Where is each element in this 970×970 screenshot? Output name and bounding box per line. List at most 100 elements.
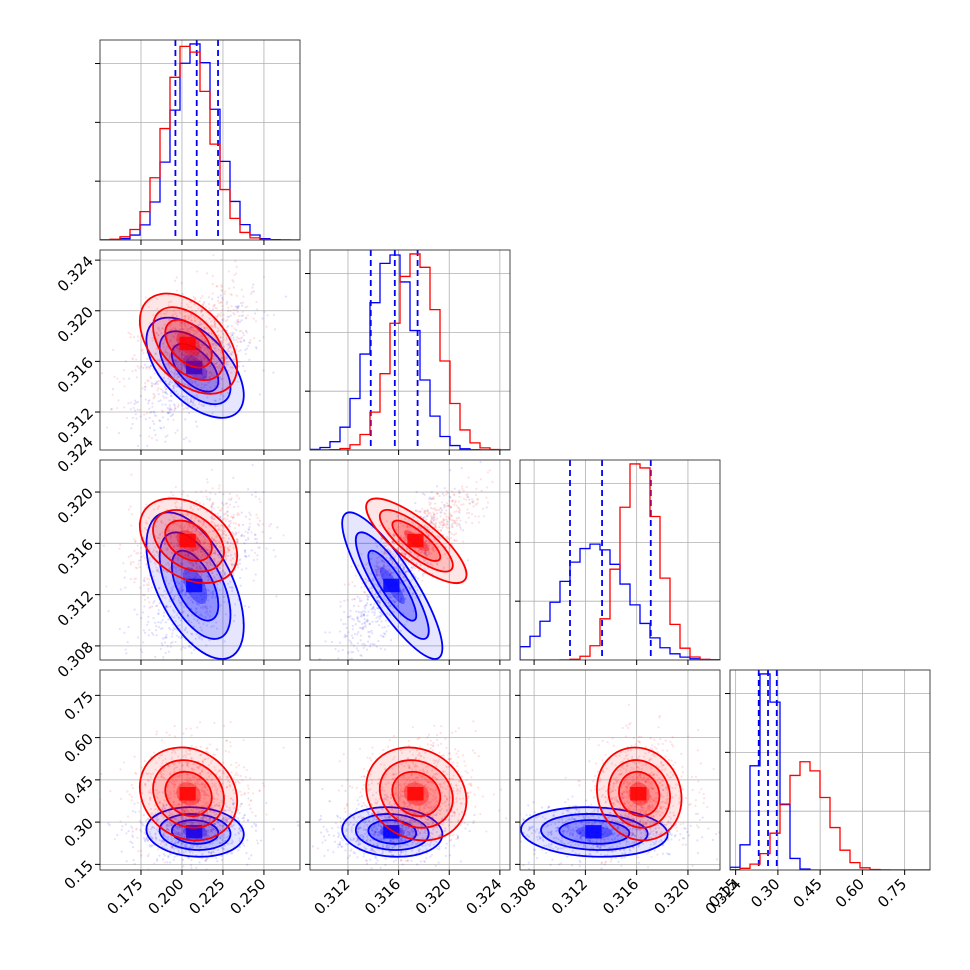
contour-line	[145, 806, 245, 858]
histogram-step	[310, 254, 510, 450]
contour-line	[170, 819, 220, 845]
contour-line	[164, 770, 213, 818]
contour-line	[391, 519, 442, 562]
contour-line	[367, 819, 418, 845]
panel-2-2	[515, 459, 721, 665]
y-tick-label: 0.320	[54, 484, 97, 527]
x-tick-label: 0.308	[497, 875, 540, 918]
density-peak	[630, 787, 647, 801]
panel-frame	[99, 39, 301, 241]
panel-frame	[519, 669, 721, 871]
y-tick-label: 0.324	[54, 252, 97, 295]
x-tick-label: 0.312	[311, 875, 354, 918]
x-tick-label: 0.320	[412, 875, 455, 918]
contour-line	[158, 531, 232, 640]
y-tick-label: 0.15	[61, 857, 97, 893]
x-tick-label: 0.320	[651, 875, 694, 918]
x-tick-label: 0.324	[462, 875, 505, 918]
panel-frame	[99, 459, 301, 661]
panel-frame	[99, 669, 301, 871]
panel-frame	[309, 249, 511, 451]
panel-frame	[729, 669, 931, 871]
contour-line	[365, 746, 468, 842]
contour-line	[158, 813, 232, 851]
contour-line	[158, 330, 232, 406]
density-peak	[585, 825, 602, 839]
panel-frame	[309, 669, 511, 871]
y-tick-label: 0.75	[61, 688, 97, 724]
x-tick-label: 0.175	[104, 875, 147, 918]
x-tick-label: 0.75	[874, 875, 910, 911]
scatter-points	[316, 720, 508, 864]
panel-1-2	[305, 459, 511, 665]
histogram-step	[730, 673, 930, 870]
y-tick-label: 0.30	[61, 814, 97, 850]
y-tick-label: 0.320	[54, 303, 97, 346]
density-peak	[407, 787, 424, 801]
panel-frame	[309, 459, 511, 661]
histogram-step	[100, 45, 300, 240]
contour-line	[520, 806, 669, 858]
contour-line	[391, 770, 442, 818]
y-tick-label: 0.308	[54, 638, 97, 681]
contour-line	[138, 292, 239, 395]
contour-line	[354, 813, 430, 851]
contour-line	[607, 759, 671, 829]
y-tick-label: 0.316	[54, 354, 97, 397]
x-tick-label: 0.225	[186, 875, 229, 918]
density-peak	[179, 787, 196, 801]
panel-3-3: 0.15 0.30 0.45 0.60 0.75	[705, 669, 931, 911]
x-tick-label: 0.316	[599, 875, 642, 918]
contour-line	[152, 759, 225, 829]
contour-line	[540, 813, 649, 851]
contour-line	[341, 511, 444, 660]
density-peak	[179, 533, 196, 548]
density-peak	[179, 336, 196, 351]
histogram-step	[730, 761, 930, 870]
contour-line	[596, 746, 683, 842]
panel-frame	[519, 459, 721, 661]
x-tick-label: 0.45	[789, 875, 825, 911]
contour-line	[138, 497, 239, 584]
panel-frame	[99, 249, 301, 451]
contour-line	[367, 549, 418, 622]
scatter-points	[100, 720, 285, 865]
y-tick-label: 0.45	[61, 772, 97, 808]
x-tick-label: 0.30	[747, 875, 783, 911]
x-tick-label: 0.250	[226, 875, 269, 918]
contour-line	[365, 497, 468, 584]
contour-line	[164, 519, 213, 562]
y-tick-label: 0.312	[54, 587, 97, 630]
contour-line	[138, 746, 239, 842]
panel-0-0	[95, 39, 301, 245]
x-tick-label: 0.60	[832, 875, 868, 911]
contour-line	[170, 342, 220, 393]
scatter-points	[520, 778, 719, 870]
contour-line	[618, 770, 661, 818]
contour-line	[152, 509, 225, 573]
y-tick-label: 0.60	[61, 730, 97, 766]
density-peak	[383, 578, 400, 593]
panel-2-3: 0.308 0.312 0.316 0.320 0.324	[497, 669, 745, 918]
x-tick-label: 0.200	[145, 875, 188, 918]
y-tick-label: 0.316	[54, 536, 97, 579]
contour-line	[164, 318, 213, 369]
density-peak	[407, 533, 424, 548]
histogram-step	[520, 463, 720, 660]
contour-line	[341, 806, 444, 858]
panel-1-1	[305, 249, 511, 455]
x-tick-label: 0.312	[548, 875, 591, 918]
x-tick-label: 0.316	[361, 875, 404, 918]
contour-line	[354, 531, 430, 640]
contour-line	[378, 509, 454, 573]
histogram-step	[310, 253, 510, 450]
contour-line	[558, 819, 631, 845]
panel-1-3: 0.312 0.316 0.320 0.324	[305, 669, 511, 918]
contour-line	[378, 759, 454, 829]
contour-line	[170, 549, 220, 622]
contour-line	[152, 306, 225, 382]
